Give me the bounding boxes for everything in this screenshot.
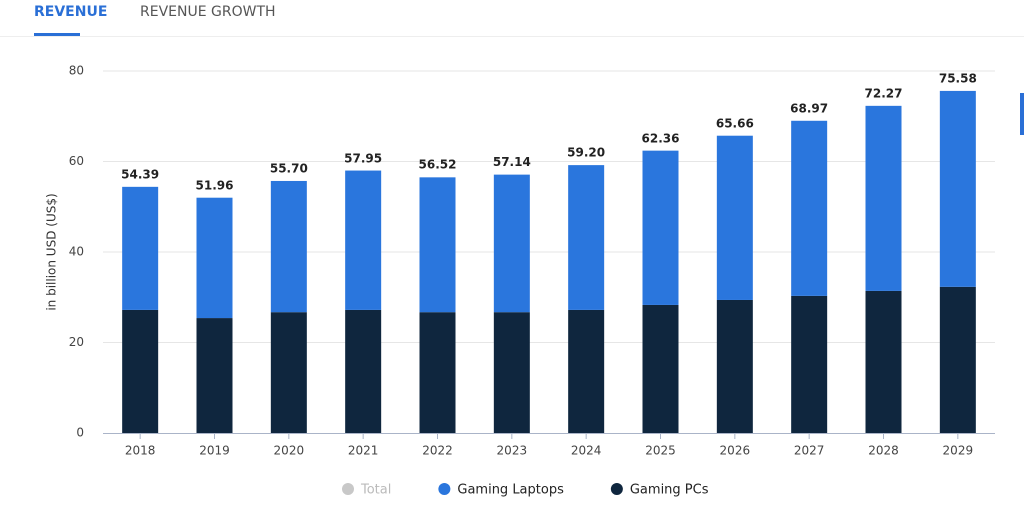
bar-segment[interactable] — [122, 186, 159, 310]
bar-segment[interactable] — [939, 90, 976, 287]
bar-segment[interactable] — [419, 177, 456, 313]
total-label: 56.52 — [419, 158, 457, 172]
total-label: 65.66 — [716, 116, 754, 130]
bar-segment[interactable] — [791, 120, 828, 296]
bar-segment[interactable] — [196, 197, 233, 319]
y-axis-title: in billion USD (US$) — [45, 193, 59, 310]
x-tick-label: 2018 — [125, 444, 156, 458]
total-label: 62.36 — [642, 131, 680, 145]
x-tick-label: 2022 — [422, 444, 453, 458]
total-label: 72.27 — [865, 86, 903, 100]
total-label: 55.70 — [270, 161, 308, 175]
x-tick-label: 2020 — [274, 444, 305, 458]
tab-revenue[interactable]: REVENUE — [34, 4, 107, 20]
y-tick-label: 80 — [69, 64, 84, 78]
total-label: 51.96 — [196, 178, 234, 192]
bar-segment[interactable] — [716, 135, 753, 300]
bar-segment[interactable] — [865, 105, 902, 291]
y-tick-label: 0 — [76, 426, 84, 440]
x-tick-label: 2028 — [868, 444, 899, 458]
total-label: 57.95 — [344, 151, 382, 165]
bar-segment[interactable] — [568, 165, 605, 310]
y-tick-label: 40 — [69, 245, 84, 259]
x-tick-label: 2024 — [571, 444, 602, 458]
bar-segment[interactable] — [122, 309, 159, 433]
x-tick-label: 2023 — [497, 444, 528, 458]
legend-marker[interactable] — [438, 483, 451, 495]
bar-segment[interactable] — [568, 309, 605, 433]
bar-segment[interactable] — [419, 312, 456, 433]
bar-segment[interactable] — [493, 174, 530, 313]
side-marker — [1020, 93, 1024, 135]
bar-segment[interactable] — [865, 290, 902, 433]
bar-segment[interactable] — [270, 180, 307, 313]
y-tick-label: 60 — [69, 154, 84, 168]
bar-segment[interactable] — [270, 312, 307, 433]
bar-segment[interactable] — [642, 150, 679, 305]
total-label: 54.39 — [121, 167, 159, 181]
x-tick-label: 2029 — [943, 444, 974, 458]
legend-label[interactable]: Gaming Laptops — [457, 483, 564, 498]
legend-marker[interactable] — [342, 483, 354, 495]
x-tick-label: 2019 — [199, 444, 230, 458]
total-label: 75.58 — [939, 72, 977, 86]
total-label: 59.20 — [567, 146, 605, 160]
bar-segment[interactable] — [493, 312, 530, 433]
bar-segment[interactable] — [345, 309, 382, 433]
tab-underline — [34, 33, 80, 36]
bar-segment[interactable] — [939, 286, 976, 433]
legend-label[interactable]: Gaming PCs — [630, 483, 709, 498]
bar-segment[interactable] — [791, 295, 828, 433]
legend-label[interactable]: Total — [360, 483, 391, 498]
total-label: 68.97 — [790, 101, 828, 115]
tab-revenue-growth[interactable]: REVENUE GROWTH — [140, 4, 276, 20]
total-label: 57.14 — [493, 155, 531, 169]
x-tick-label: 2026 — [720, 444, 751, 458]
legend-marker[interactable] — [610, 483, 623, 495]
bar-segment[interactable] — [196, 318, 233, 433]
y-tick-label: 20 — [69, 335, 84, 349]
bar-segment[interactable] — [345, 170, 382, 310]
bar-segment[interactable] — [642, 304, 679, 433]
x-tick-label: 2021 — [348, 444, 379, 458]
bar-segment[interactable] — [716, 299, 753, 433]
x-tick-label: 2025 — [645, 444, 676, 458]
x-tick-label: 2027 — [794, 444, 825, 458]
